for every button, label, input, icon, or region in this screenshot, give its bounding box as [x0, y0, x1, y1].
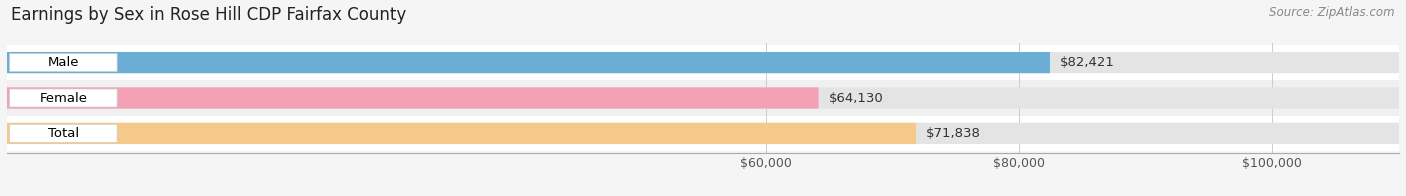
FancyBboxPatch shape	[7, 87, 1399, 109]
FancyBboxPatch shape	[7, 123, 917, 144]
Text: $64,130: $64,130	[828, 92, 883, 104]
Text: Total: Total	[48, 127, 79, 140]
FancyBboxPatch shape	[10, 89, 117, 107]
Text: Female: Female	[39, 92, 87, 104]
FancyBboxPatch shape	[7, 116, 1399, 151]
FancyBboxPatch shape	[10, 54, 117, 72]
FancyBboxPatch shape	[7, 123, 1399, 144]
Text: Male: Male	[48, 56, 79, 69]
FancyBboxPatch shape	[7, 45, 1399, 80]
FancyBboxPatch shape	[7, 52, 1399, 73]
Text: Source: ZipAtlas.com: Source: ZipAtlas.com	[1270, 6, 1395, 19]
Text: $71,838: $71,838	[927, 127, 981, 140]
FancyBboxPatch shape	[7, 87, 818, 109]
Text: Earnings by Sex in Rose Hill CDP Fairfax County: Earnings by Sex in Rose Hill CDP Fairfax…	[11, 6, 406, 24]
FancyBboxPatch shape	[7, 80, 1399, 116]
FancyBboxPatch shape	[10, 124, 117, 142]
FancyBboxPatch shape	[7, 52, 1050, 73]
Text: $82,421: $82,421	[1060, 56, 1115, 69]
